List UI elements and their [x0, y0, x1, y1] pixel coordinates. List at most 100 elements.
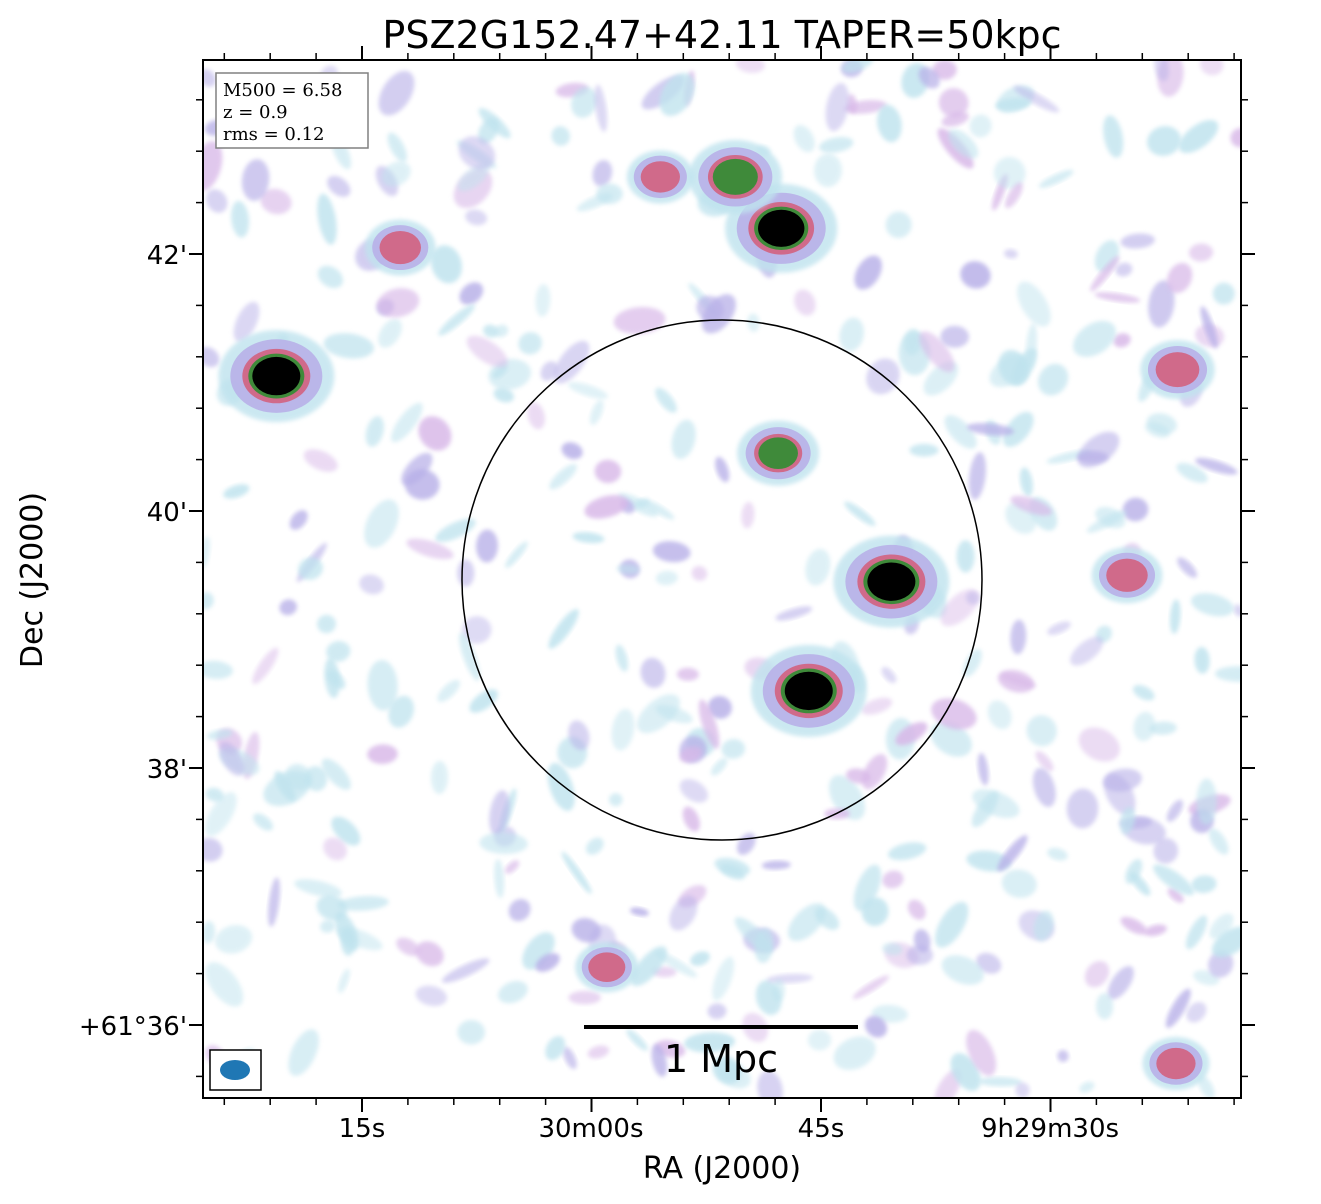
radio-source: [364, 219, 436, 276]
noise-blob: [1037, 363, 1069, 396]
noise-blob: [549, 463, 577, 490]
noise-blob: [378, 70, 415, 116]
noise-blob: [215, 925, 253, 954]
source-ring: [1156, 1047, 1196, 1080]
noise-blob: [1000, 673, 1037, 688]
noise-blob: [252, 647, 279, 685]
noise-blob: [437, 679, 461, 702]
noise-blob: [561, 851, 592, 894]
noise-blob: [205, 189, 228, 213]
y-tick-label-38: 38': [147, 755, 187, 785]
noise-blob: [494, 858, 505, 899]
noise-blob: [909, 443, 939, 457]
source-peak: [712, 158, 758, 195]
noise-blob: [396, 937, 420, 956]
noise-blob: [527, 402, 545, 430]
noise-blob: [376, 288, 420, 318]
noise-blob: [691, 566, 708, 581]
noise-blob: [561, 442, 583, 460]
noise-blob: [1132, 684, 1155, 701]
noise-blob: [977, 752, 989, 786]
noise-blob: [772, 979, 786, 1002]
noise-blob: [535, 284, 551, 317]
noise-blob: [1095, 993, 1114, 1020]
noise-blob: [1191, 875, 1217, 894]
noise-blob: [845, 768, 871, 784]
noise-blob: [203, 592, 214, 610]
noise-blob: [814, 153, 842, 188]
noise-blob: [626, 1029, 648, 1051]
radio-source: [737, 420, 820, 486]
noise-blob: [508, 898, 531, 922]
noise-blob: [327, 175, 351, 197]
noise-blob: [931, 698, 977, 730]
plot-frame: [202, 59, 1242, 1099]
noise-blob: [1002, 411, 1034, 447]
noise-blob: [1004, 249, 1018, 259]
noise-blob: [1094, 292, 1141, 303]
noise-blob: [1154, 60, 1169, 82]
noise-blob: [594, 459, 622, 484]
noise-blob: [637, 694, 680, 734]
noise-blob: [337, 895, 389, 911]
noise-blob: [233, 301, 260, 342]
noise-blob: [711, 757, 728, 776]
noise-blob: [327, 670, 346, 690]
noise-blob: [288, 1029, 319, 1076]
noise-blob: [1038, 169, 1074, 188]
noise-blob: [1025, 323, 1038, 370]
chart-title: PSZ2G152.47+42.11 TAPER=50kpc: [382, 13, 1061, 57]
source-ring: [379, 230, 421, 265]
noise-blob: [415, 941, 444, 967]
noise-blob: [279, 599, 298, 616]
noise-blob: [1196, 778, 1217, 825]
noise-blob: [1149, 721, 1177, 735]
noise-blob: [241, 159, 270, 201]
noise-blob: [1188, 243, 1214, 262]
noise-blob: [679, 778, 709, 803]
noise-blob: [203, 660, 233, 679]
noise-blob: [676, 667, 699, 681]
noise-blob: [323, 837, 348, 861]
noise-blob: [707, 695, 732, 719]
noise-blob: [1013, 85, 1060, 113]
noise-blob: [805, 548, 831, 586]
noise-blob: [701, 294, 736, 334]
noise-blob: [572, 532, 605, 544]
noise-blob: [679, 746, 703, 763]
noise-blob: [206, 729, 233, 740]
radio-source: [833, 535, 950, 628]
noise-blob: [1090, 255, 1120, 292]
noise-blob: [966, 423, 1015, 436]
noise-blob: [317, 193, 337, 245]
noise-blob: [1144, 924, 1167, 937]
noise-blob: [478, 108, 511, 139]
noise-blob: [987, 700, 1012, 730]
noise-blob: [825, 82, 850, 132]
noise-blob: [540, 361, 558, 381]
noise-blob: [263, 770, 311, 807]
noise-blob: [316, 894, 348, 921]
source-peak: [758, 437, 798, 470]
noise-blob: [1166, 799, 1183, 822]
noise-blob: [205, 787, 224, 802]
noise-blob: [853, 864, 882, 912]
noise-blob: [1195, 457, 1238, 475]
noise-blob: [714, 857, 751, 876]
noise-blob: [682, 806, 700, 832]
noise-blob: [303, 449, 338, 472]
noise-blob: [406, 538, 454, 560]
noise-blob: [1032, 767, 1056, 808]
noise-blob: [966, 1029, 997, 1076]
noise-blob: [479, 832, 528, 855]
noise-blob: [1122, 497, 1149, 522]
noise-blob: [918, 66, 940, 89]
noise-blob: [1086, 510, 1128, 533]
noise-blob: [956, 540, 975, 573]
noise-blob: [659, 73, 695, 116]
noise-blob: [367, 660, 398, 711]
noise-blob: [418, 416, 452, 451]
noise-blob: [1153, 838, 1179, 864]
noise-blob: [483, 324, 499, 338]
noise-blob: [205, 962, 244, 1007]
